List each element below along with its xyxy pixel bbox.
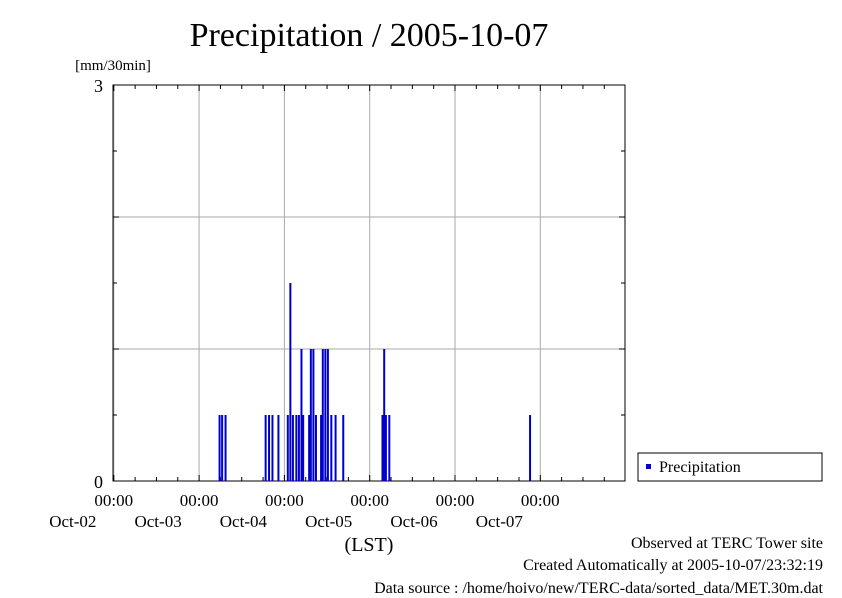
precipitation-bar [218,415,221,481]
precipitation-bar [384,415,387,481]
precipitation-bar [383,349,386,481]
x-tick-time-label: 00:00 [180,491,219,510]
precipitation-bar [289,283,292,481]
x-tick-labels: 00:00Oct-0200:00Oct-0300:00Oct-0400:00Oc… [49,491,559,531]
precipitation-bar [297,415,300,481]
precipitation-bar [320,415,323,481]
precipitation-bar [388,415,391,481]
precipitation-bar [264,415,267,481]
precipitation-bar [342,415,345,481]
y-tick-label-bottom: 0 [94,472,103,492]
y-tick-label-top: 3 [94,76,103,96]
x-tick-time-label: 00:00 [521,491,560,510]
precipitation-bar [381,415,384,481]
x-tick-date-label: Oct-05 [305,512,352,531]
legend-swatch [646,464,651,469]
legend-box [637,452,823,482]
bar-series [218,283,532,481]
precipitation-bar [277,415,280,481]
footer-data-source: Data source : /home/hoivo/new/TERC-data/… [374,580,823,597]
precipitation-bar [224,415,227,481]
precipitation-bar [221,415,224,481]
precipitation-bar [330,415,333,481]
axis-ticks [113,84,625,482]
x-axis-label: (LST) [345,534,394,556]
precipitation-bar [324,349,327,481]
x-tick-date-label: Oct-07 [476,512,524,531]
x-tick-date-label: Oct-02 [49,512,96,531]
x-tick-time-label: 00:00 [265,491,304,510]
x-tick-date-label: Oct-04 [220,512,268,531]
precipitation-bar [529,415,532,481]
precipitation-bar [291,415,294,481]
x-tick-date-label: Oct-03 [134,512,181,531]
precipitation-bar [295,415,298,481]
grid-lines [113,85,625,481]
legend: Precipitation [637,452,823,482]
precipitation-bar [271,415,274,481]
precipitation-bar [286,415,289,481]
precipitation-bar [268,415,271,481]
precipitation-bar [321,349,324,481]
legend-label: Precipitation [659,459,741,476]
chart-title: Precipitation / 2005-10-07 [190,17,549,54]
precipitation-bar [302,415,305,481]
plot-frame [112,84,626,482]
x-tick-time-label: 00:00 [94,491,133,510]
x-tick-time-label: 00:00 [350,491,389,510]
precipitation-bar [326,349,329,481]
precipitation-bar [314,415,317,481]
x-tick-time-label: 00:00 [436,491,475,510]
precipitation-bar [308,415,311,481]
footer-created-at: Created Automatically at 2005-10-07/23:3… [523,557,823,574]
precipitation-bar [334,415,337,481]
precipitation-bar [312,349,315,481]
y-axis-unit-label: [mm/30min] [75,58,151,74]
footer-observed-at: Observed at TERC Tower site [630,535,823,552]
x-tick-date-label: Oct-06 [390,512,437,531]
precipitation-bar [300,349,303,481]
precipitation-bar [309,349,312,481]
